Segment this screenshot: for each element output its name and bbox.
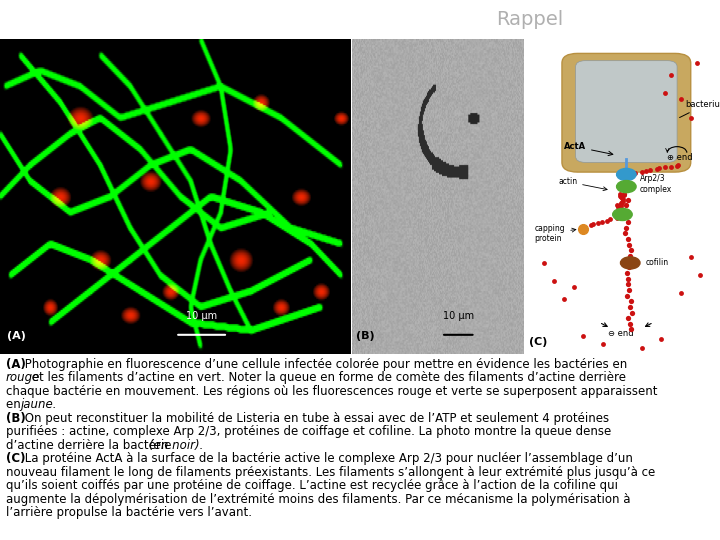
Text: et les filaments d’actine en vert. Noter la queue en forme de comète des filamen: et les filaments d’actine en vert. Noter… <box>28 371 626 384</box>
Text: La protéine ActA à la surface de la bactérie active le complexe Arp 2/3 pour nuc: La protéine ActA à la surface de la bact… <box>22 452 633 465</box>
Text: chaque bactérie en mouvement. Les régions où les fluorescences rouge et verte se: chaque bactérie en mouvement. Les région… <box>6 384 657 397</box>
Text: nouveau filament le long de filaments préexistants. Les filaments s’allongent à : nouveau filament le long de filaments pr… <box>6 465 655 478</box>
Text: Listeria monocytogenes: Listeria monocytogenes <box>143 10 406 29</box>
Text: Photographie en fluorescence d’une cellule infectée colorée pour mettre en évide: Photographie en fluorescence d’une cellu… <box>22 357 628 370</box>
Text: 10 μm: 10 μm <box>443 311 474 321</box>
Text: l’arrière propulse la bactérie vers l’avant.: l’arrière propulse la bactérie vers l’av… <box>6 506 252 519</box>
Text: (B): (B) <box>6 411 26 424</box>
Text: augmente la dépolymérisation de l’extrémité moins des filaments. Par ce mécanism: augmente la dépolymérisation de l’extrém… <box>6 492 631 505</box>
Text: qu’ils soient coiffés par une protéine de coiffage. L’actine est recyclée grâce : qu’ils soient coiffés par une protéine d… <box>6 479 618 492</box>
Text: 10 μm: 10 μm <box>186 311 217 321</box>
Circle shape <box>616 180 636 193</box>
Circle shape <box>621 257 640 269</box>
Text: cofilin: cofilin <box>646 258 669 267</box>
Text: d’actine derrière la bactérie: d’actine derrière la bactérie <box>6 438 175 451</box>
Text: Arp2/3
complex: Arp2/3 complex <box>640 174 672 194</box>
Text: (C): (C) <box>6 452 25 465</box>
Text: purifiées : actine, complexe Arp 2/3, protéines de coiffage et cofiline. La phot: purifiées : actine, complexe Arp 2/3, pr… <box>6 425 611 438</box>
Text: en: en <box>6 398 24 411</box>
Text: ActA: ActA <box>564 142 613 156</box>
Circle shape <box>616 168 636 180</box>
Text: capping
protein: capping protein <box>535 224 576 243</box>
Text: jaune.: jaune. <box>20 398 57 411</box>
Text: actin: actin <box>558 177 607 191</box>
Text: (C): (C) <box>528 338 547 347</box>
Text: ⊖ end: ⊖ end <box>608 328 634 338</box>
Text: Rappel: Rappel <box>496 10 563 29</box>
Text: (A): (A) <box>6 357 26 370</box>
Circle shape <box>613 208 632 220</box>
Text: On peut reconstituer la mobilité de Listeria en tube à essai avec de l’ATP et se: On peut reconstituer la mobilité de List… <box>22 411 609 424</box>
FancyBboxPatch shape <box>562 53 690 172</box>
Text: bacterium: bacterium <box>680 100 720 118</box>
Text: ⊕ end: ⊕ end <box>667 153 693 162</box>
Text: rouge: rouge <box>6 371 40 384</box>
Text: (A): (A) <box>7 331 26 341</box>
Text: (en noir).: (en noir). <box>149 438 203 451</box>
Text: reposant sur l’actine: reposant sur l’actine <box>302 10 545 29</box>
Text: Le mouvement de: Le mouvement de <box>8 10 212 29</box>
Text: (B): (B) <box>356 331 374 341</box>
FancyBboxPatch shape <box>575 60 677 163</box>
